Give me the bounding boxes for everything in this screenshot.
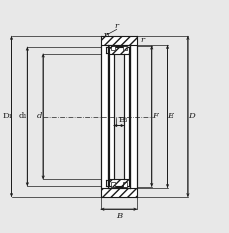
Text: F: F bbox=[151, 113, 157, 120]
Bar bbox=[108, 54, 113, 179]
Text: d₁: d₁ bbox=[19, 113, 27, 120]
Bar bbox=[108, 179, 128, 186]
Bar bbox=[110, 46, 114, 51]
Bar bbox=[122, 46, 127, 51]
Text: r: r bbox=[114, 22, 118, 30]
Bar bbox=[130, 45, 136, 188]
Bar bbox=[108, 179, 128, 186]
Text: B₃: B₃ bbox=[118, 116, 128, 124]
Bar bbox=[100, 188, 136, 197]
Text: E: E bbox=[166, 113, 173, 120]
Text: D₁: D₁ bbox=[3, 113, 12, 120]
Bar bbox=[108, 47, 128, 54]
Bar bbox=[100, 45, 107, 188]
Bar bbox=[100, 36, 136, 45]
Bar bbox=[108, 47, 128, 54]
Bar bbox=[124, 54, 128, 179]
Text: B: B bbox=[115, 212, 121, 220]
Bar bbox=[100, 36, 136, 45]
Bar bbox=[107, 45, 130, 188]
Bar bbox=[110, 182, 114, 187]
Bar bbox=[110, 182, 114, 187]
Text: r₁: r₁ bbox=[104, 31, 111, 39]
Text: d: d bbox=[37, 113, 43, 120]
Bar bbox=[122, 46, 127, 51]
Bar bbox=[100, 188, 136, 197]
Bar bbox=[110, 46, 114, 51]
Bar bbox=[122, 182, 127, 187]
Text: r: r bbox=[140, 36, 144, 44]
Bar bbox=[122, 182, 127, 187]
Text: D: D bbox=[187, 113, 194, 120]
